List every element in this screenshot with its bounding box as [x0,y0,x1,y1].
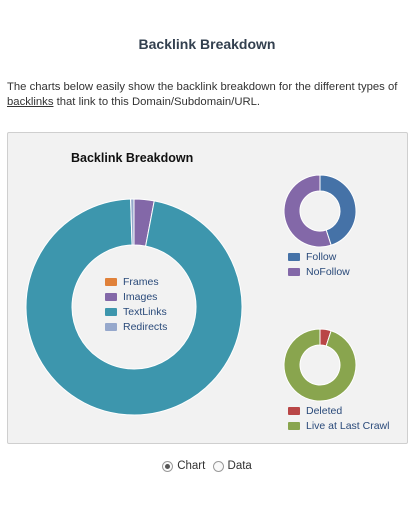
crawl-status-legend: Deleted Live at Last Crawl [288,403,389,433]
legend-item-live-at-last-crawl[interactable]: Live at Last Crawl [288,418,389,433]
legend-swatch [105,322,117,331]
intro-text: The charts below easily show the backlin… [7,81,398,108]
legend-label: Deleted [306,404,343,417]
chart-radio[interactable] [162,460,174,472]
legend-swatch [288,252,300,261]
chart-panel: Backlink Breakdown Frames Images TextLinks… [7,132,408,444]
slice-nofollow[interactable] [283,174,332,248]
backlink-type-legend: Frames Images TextLinks Redirects [105,274,167,334]
follow-donut [283,174,357,248]
slice-follow[interactable] [319,174,357,246]
legend-label: Images [123,290,158,303]
backlink-type-donut [25,198,243,416]
view-toggle: Chart Data [0,460,414,475]
legend-swatch [288,267,300,276]
legend-item-deleted[interactable]: Deleted [288,403,389,418]
data-radio[interactable] [212,460,224,472]
crawl-status-donut [283,328,357,402]
legend-label: Frames [123,275,159,288]
legend-item-nofollow[interactable]: NoFollow [288,264,350,279]
legend-swatch [288,406,300,415]
legend-item-textlinks[interactable]: TextLinks [105,304,167,319]
chart-title: Backlink Breakdown [71,151,194,165]
legend-item-redirects[interactable]: Redirects [105,319,167,334]
chart-radio-option[interactable]: Chart [162,460,205,472]
backlinks-link[interactable]: backlinks [7,96,54,108]
legend-label: TextLinks [123,305,167,318]
legend-item-frames[interactable]: Frames [105,274,167,289]
legend-label: Redirects [123,320,168,333]
legend-item-follow[interactable]: Follow [288,249,350,264]
data-radio-option[interactable]: Data [212,460,252,472]
slice-redirects[interactable] [130,198,135,246]
follow-legend: Follow NoFollow [288,249,350,279]
legend-item-images[interactable]: Images [105,289,167,304]
page-title: Backlink Breakdown [138,36,276,52]
legend-swatch [105,277,117,286]
legend-label: Live at Last Crawl [306,419,390,432]
legend-swatch [288,421,300,430]
legend-label: Follow [306,250,337,263]
slice-live-at-last-crawl[interactable] [283,328,357,402]
slice-textlinks[interactable] [25,198,243,416]
legend-swatch [105,307,117,316]
legend-label: NoFollow [306,265,350,278]
legend-swatch [105,292,117,301]
